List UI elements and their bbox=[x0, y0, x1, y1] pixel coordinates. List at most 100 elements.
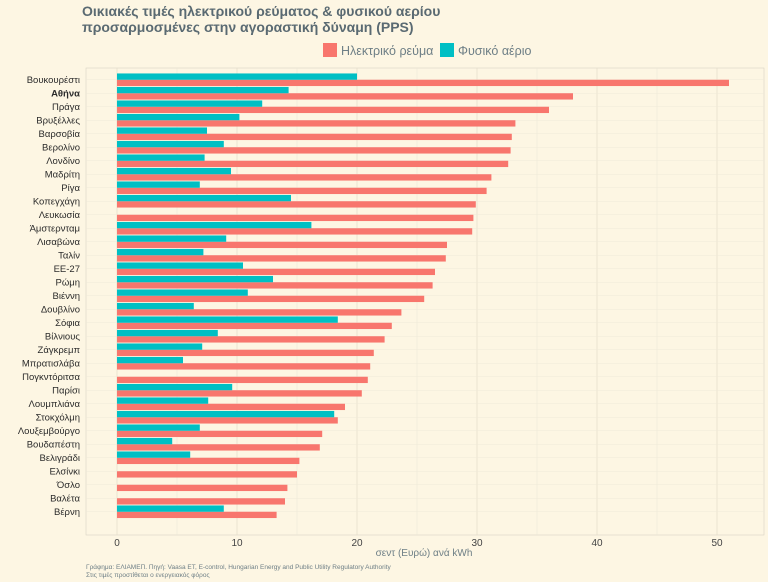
category-label: Βουδαπέστη bbox=[27, 440, 80, 451]
legend-swatch-electricity bbox=[323, 43, 337, 57]
bar-electricity bbox=[117, 187, 487, 195]
category-label: Βερολίνο bbox=[42, 143, 80, 154]
x-tick-label: 0 bbox=[114, 538, 120, 549]
bar-gas bbox=[117, 289, 248, 296]
category-label: Λουξεμβούργο bbox=[18, 426, 80, 437]
x-tick-label: 20 bbox=[351, 538, 363, 549]
legend-label-gas: Φυσικό αέριο bbox=[458, 44, 532, 58]
category-label: Παρίσι bbox=[52, 386, 80, 397]
bar-gas bbox=[117, 181, 200, 188]
bar-electricity bbox=[117, 511, 277, 519]
bar-electricity bbox=[117, 214, 474, 222]
bar-gas bbox=[117, 329, 218, 337]
bar-electricity bbox=[117, 349, 374, 357]
category-label: Βέρνη bbox=[54, 507, 80, 518]
bar-gas bbox=[117, 505, 224, 512]
category-label: Πογκντόριτσα bbox=[22, 372, 80, 383]
bar-electricity bbox=[117, 336, 385, 343]
category-label: Λευκωσία bbox=[39, 210, 81, 221]
caption-source: Γράφημα: ΕΛΙΑΜΕΠ. Πηγή: Vaasa ET, E-cont… bbox=[86, 563, 392, 571]
category-label: Ταλίν bbox=[58, 251, 80, 262]
category-label: Βρυξέλλες bbox=[36, 116, 80, 127]
bar-gas bbox=[117, 356, 183, 364]
bar-electricity bbox=[117, 268, 435, 276]
bar-electricity bbox=[117, 309, 402, 316]
category-label: Ελσίνκι bbox=[49, 467, 80, 478]
category-labels: Βουκουρέστι Αθήνα Πράγα Βρυξέλλες Βαρσοβία Βε… bbox=[18, 75, 81, 518]
category-label: Βίλνιους bbox=[45, 332, 81, 343]
bar-electricity bbox=[117, 160, 509, 168]
bar-gas bbox=[117, 127, 207, 134]
category-label: Λισαβώνα bbox=[37, 237, 80, 248]
category-label: Βαλέτα bbox=[50, 494, 80, 505]
bar-gas bbox=[117, 451, 191, 458]
bar-gas bbox=[117, 383, 233, 391]
category-label: Αθήνα bbox=[51, 89, 80, 100]
bar-electricity bbox=[117, 282, 433, 289]
legend-label-electricity: Ηλεκτρικό ρεύμα bbox=[341, 44, 433, 58]
x-axis-title: σεντ (Ευρώ) ανά kWh bbox=[376, 547, 473, 559]
bar-gas bbox=[117, 73, 357, 80]
category-label: Βελιγράδι bbox=[40, 453, 80, 464]
bar-electricity bbox=[117, 147, 511, 154]
bar-gas bbox=[117, 194, 291, 202]
category-label: Λουμπλιάνα bbox=[29, 399, 81, 410]
bar-electricity bbox=[117, 255, 446, 262]
caption-note: Στις τιμές προστίθεται ο ενεργειακός φόρ… bbox=[86, 571, 210, 579]
legend: Ηλεκτρικό ρεύμα Φυσικό αέριο bbox=[323, 43, 532, 58]
bar-gas bbox=[117, 424, 200, 431]
category-label: Σόφια bbox=[55, 318, 80, 329]
x-tick-labels: 0 10 20 30 40 50 bbox=[114, 538, 723, 549]
bar-gas bbox=[117, 221, 312, 229]
category-label: ΕΕ-27 bbox=[54, 264, 80, 275]
bar-gas bbox=[117, 437, 173, 445]
category-label: Όσλο bbox=[56, 480, 80, 491]
bar-electricity bbox=[117, 457, 300, 465]
bar-electricity bbox=[117, 228, 473, 235]
bar-gas bbox=[117, 410, 335, 418]
x-tick-label: 10 bbox=[231, 538, 243, 549]
category-label: Βιέννη bbox=[53, 291, 80, 302]
category-label: Πράγα bbox=[52, 102, 81, 113]
category-label: Στοκχόλμη bbox=[36, 413, 80, 424]
bar-gas bbox=[117, 86, 289, 94]
bar-electricity bbox=[117, 444, 320, 451]
category-label: Μαδρίτη bbox=[45, 170, 80, 181]
bar-electricity bbox=[117, 417, 338, 424]
bar-electricity bbox=[117, 484, 288, 492]
category-label: Ζάγκρεμπ bbox=[38, 345, 81, 356]
category-label: Λονδίνο bbox=[46, 156, 80, 167]
bar-electricity bbox=[117, 322, 392, 330]
bar-electricity bbox=[117, 471, 297, 478]
bar-gas bbox=[117, 154, 205, 161]
bar-gas bbox=[117, 235, 227, 242]
x-tick-label: 40 bbox=[591, 538, 603, 549]
bar-gas bbox=[117, 167, 231, 175]
bar-electricity bbox=[117, 403, 345, 411]
legend-swatch-gas bbox=[440, 43, 454, 57]
bar-electricity bbox=[117, 376, 368, 384]
bars bbox=[117, 73, 729, 519]
category-label: Ρώμη bbox=[55, 278, 80, 289]
bar-electricity bbox=[117, 79, 729, 87]
bar-electricity bbox=[117, 106, 549, 114]
bar-gas bbox=[117, 248, 204, 256]
bar-electricity bbox=[117, 93, 573, 100]
bar-gas bbox=[117, 316, 338, 323]
bar-electricity bbox=[117, 174, 492, 181]
category-label: Δουβλίνο bbox=[41, 305, 80, 316]
chart-title-line-1: Οικιακές τιμές ηλεκτρικού ρεύματος & φυσ… bbox=[82, 3, 440, 19]
category-label: Άμστερνταμ bbox=[30, 224, 80, 235]
bar-gas bbox=[117, 275, 273, 283]
bar-electricity bbox=[117, 201, 476, 208]
bar-electricity bbox=[117, 430, 323, 438]
category-label: Ρίγα bbox=[61, 183, 80, 194]
x-tick-label: 50 bbox=[711, 538, 723, 549]
category-label: Κοπεγχάγη bbox=[33, 197, 80, 208]
bar-electricity bbox=[117, 498, 285, 505]
category-label: Μπρατισλάβα bbox=[22, 359, 81, 370]
bar-gas bbox=[117, 302, 194, 310]
category-label: Βουκουρέστι bbox=[27, 75, 80, 86]
bar-gas bbox=[117, 343, 203, 350]
